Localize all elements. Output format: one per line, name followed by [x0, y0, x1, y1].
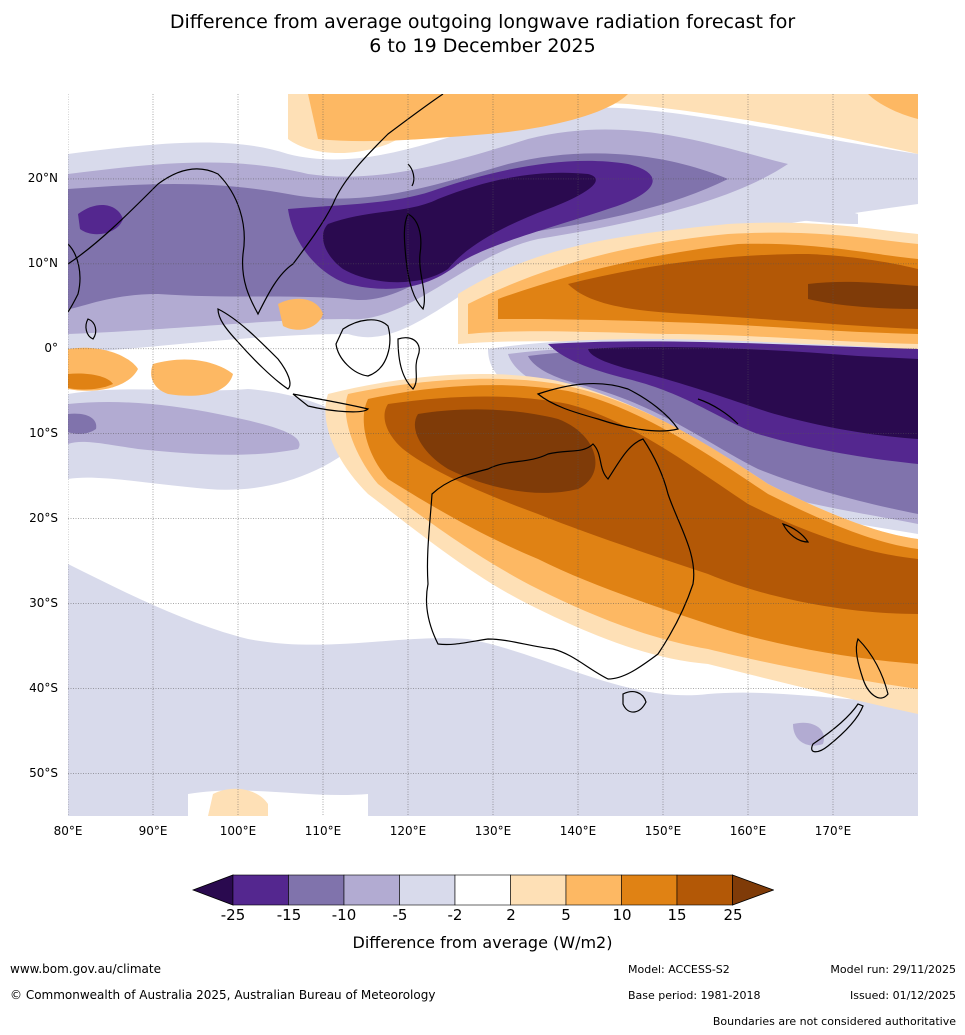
lat-label-50s: 50°S	[29, 766, 58, 780]
colorbar-tick: 5	[561, 906, 571, 924]
lon-label-80e: 80°E	[53, 824, 83, 838]
india-coastline	[68, 243, 81, 313]
colorbar-tick: -15	[276, 906, 302, 924]
tasmania-coastline	[622, 691, 647, 713]
lat-label-30s: 30°S	[29, 596, 58, 610]
title-line-1: Difference from average outgoing longwav…	[169, 11, 796, 33]
gridlines	[68, 94, 918, 816]
boundaries-disclaimer: Boundaries are not considered authoritat…	[712, 1015, 956, 1028]
colorbar-tick: -10	[331, 906, 357, 924]
colorbar-extend-low	[192, 874, 234, 906]
lon-label-150e: 150°E	[644, 824, 682, 838]
colorbar-tick: 10	[612, 906, 632, 924]
colorbar-label: Difference from average (W/m2)	[352, 933, 613, 952]
colorbar-tick: 2	[506, 906, 516, 924]
colorbar-swatch	[676, 874, 733, 906]
sulawesi-coastline	[397, 337, 420, 390]
website-link[interactable]: www.bom.gov.au/climate	[10, 962, 161, 976]
lon-label-120e: 120°E	[389, 824, 427, 838]
colorbar-extend-high	[732, 874, 774, 906]
colorbar-swatch	[565, 874, 622, 906]
lon-label-130e: 130°E	[474, 824, 512, 838]
java-coastline	[292, 393, 370, 413]
new-zealand-south-coastline	[811, 703, 864, 753]
lon-label-170e: 170°E	[814, 824, 852, 838]
solomon-islands-coastline	[697, 398, 739, 425]
lat-label-20n: 20°N	[27, 171, 58, 185]
colorbar-swatch	[621, 874, 678, 906]
model-name: Model: ACCESS-S2	[628, 963, 730, 976]
new-guinea-coastline	[536, 382, 679, 432]
colorbar	[192, 874, 774, 906]
lat-label-10n: 10°N	[27, 256, 58, 270]
pacific-north-brown	[568, 254, 918, 329]
colorbar-tick: -2	[447, 906, 463, 924]
australia-coastline	[425, 438, 695, 680]
lon-label-140e: 140°E	[559, 824, 597, 838]
lat-label-20s: 20°S	[29, 511, 58, 525]
colorbar-swatch	[399, 874, 456, 906]
lat-label-10s: 10°S	[29, 426, 58, 440]
japan-taiwan-coastline	[407, 163, 415, 187]
north-top-orange-mid	[308, 94, 628, 142]
north-darkest-core	[323, 172, 596, 283]
colorbar-tick: -25	[220, 906, 246, 924]
colorbar-swatch	[288, 874, 345, 906]
borneo-orange-patch	[278, 298, 323, 330]
colorbar-swatch	[454, 874, 511, 906]
colorbar-swatch	[343, 874, 400, 906]
new-caledonia-coastline	[781, 523, 810, 543]
issued-date: Issued: 01/12/2025	[849, 989, 956, 1002]
lat-label-40s: 40°S	[29, 681, 58, 695]
copyright-text: © Commonwealth of Australia 2025, Austra…	[10, 988, 436, 1002]
pacific-north-darkest	[808, 281, 918, 309]
sumatra-coastline	[217, 308, 291, 390]
lat-label-0: 0°	[44, 341, 58, 355]
pacific-equatorial-darkest	[588, 346, 918, 439]
olr-anomaly-map	[68, 94, 918, 816]
indian-ocean-lilac-south	[68, 402, 300, 455]
colorbar-tick: 15	[667, 906, 687, 924]
colorbar-tick: -5	[392, 906, 408, 924]
title-line-2: 6 to 19 December 2025	[369, 35, 596, 57]
north-top-right-orange	[868, 94, 918, 119]
lon-label-160e: 160°E	[729, 824, 767, 838]
philippines-coastline	[403, 213, 425, 311]
lon-label-110e: 110°E	[304, 824, 342, 838]
bay-of-bengal-purple	[78, 204, 123, 235]
map-panel	[68, 94, 918, 816]
lon-label-90e: 90°E	[138, 824, 168, 838]
indian-ocean-purple-spot	[68, 413, 97, 434]
lon-label-100e: 100°E	[219, 824, 257, 838]
colorbar-swatches	[192, 874, 774, 906]
sri-lanka-coastline	[85, 318, 97, 340]
colorbar-tick: 25	[723, 906, 743, 924]
australia-darkest	[414, 409, 596, 493]
colorbar-swatch	[510, 874, 567, 906]
sumatra-orange-patch	[151, 359, 233, 396]
model-run-date: Model run: 29/11/2025	[830, 963, 956, 976]
base-period: Base period: 1981-2018	[628, 989, 761, 1002]
new-zealand-north-coastline	[855, 637, 889, 699]
borneo-coastline	[335, 319, 391, 377]
west-pacific-lavender-patch	[748, 199, 858, 224]
new-zealand-lavender	[793, 722, 824, 746]
equatorial-orange-west-core	[68, 373, 113, 390]
colorbar-swatch	[232, 874, 289, 906]
map-title: Difference from average outgoing longwav…	[0, 10, 965, 58]
